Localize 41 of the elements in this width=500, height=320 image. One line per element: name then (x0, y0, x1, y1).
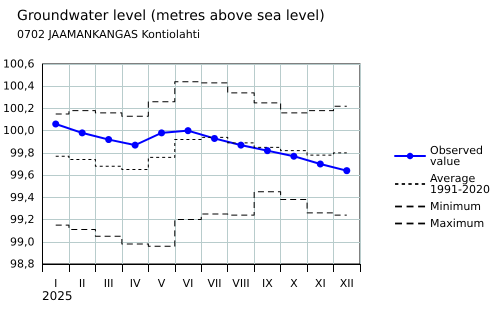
point (78, 129, 86, 136)
point (343, 167, 350, 174)
chart-title: Groundwater level (metres above sea level) (17, 8, 325, 24)
x-tick-label: VI (182, 277, 194, 290)
x-tick-label: III (104, 277, 114, 290)
legend-label: Minimum (430, 200, 482, 213)
y-tick-label: 100,6 (2, 58, 34, 70)
y-tick-label: 99,8 (10, 146, 34, 160)
y-tick-label: 99,2 (10, 213, 34, 226)
point (316, 160, 324, 168)
x-tick-label: V (158, 277, 166, 290)
y-tick-label: 100,2 (2, 102, 34, 115)
point (184, 127, 192, 134)
y-tick-label: 99,6 (10, 168, 34, 182)
x-tick-label: IV (130, 277, 141, 290)
y-tick-label: 99,4 (10, 190, 34, 204)
chart-subtitle: 0702 JAAMANKANGAS Kontiolahti (17, 28, 200, 41)
point (237, 142, 244, 149)
point (105, 136, 112, 144)
y-tick-label: 100,0 (2, 124, 34, 138)
text: 2025 (42, 289, 73, 303)
point (158, 129, 166, 136)
x-tick-label: XII (340, 277, 354, 290)
point (290, 152, 298, 160)
x-tick-label: I (54, 277, 58, 290)
x-tick-label: II (78, 277, 86, 290)
legend-label: Observed value (430, 144, 486, 168)
legend-label: Maximum (430, 217, 484, 230)
x-tick-label: VIII (232, 277, 250, 290)
x-tick-label: XI (314, 277, 326, 290)
y-tick-label: 100,4 (2, 80, 34, 93)
x-tick-label: IX (262, 277, 274, 290)
x-tick-label: VII (207, 277, 222, 290)
point (52, 120, 60, 128)
y-tick-label: 99,0 (10, 235, 34, 248)
legend-label: Average 1991-2020 (430, 172, 490, 196)
point (132, 142, 139, 149)
point (264, 147, 271, 154)
x-tick-label: X (290, 277, 298, 290)
point (210, 134, 218, 142)
y-tick-label: 98,8 (10, 258, 34, 270)
